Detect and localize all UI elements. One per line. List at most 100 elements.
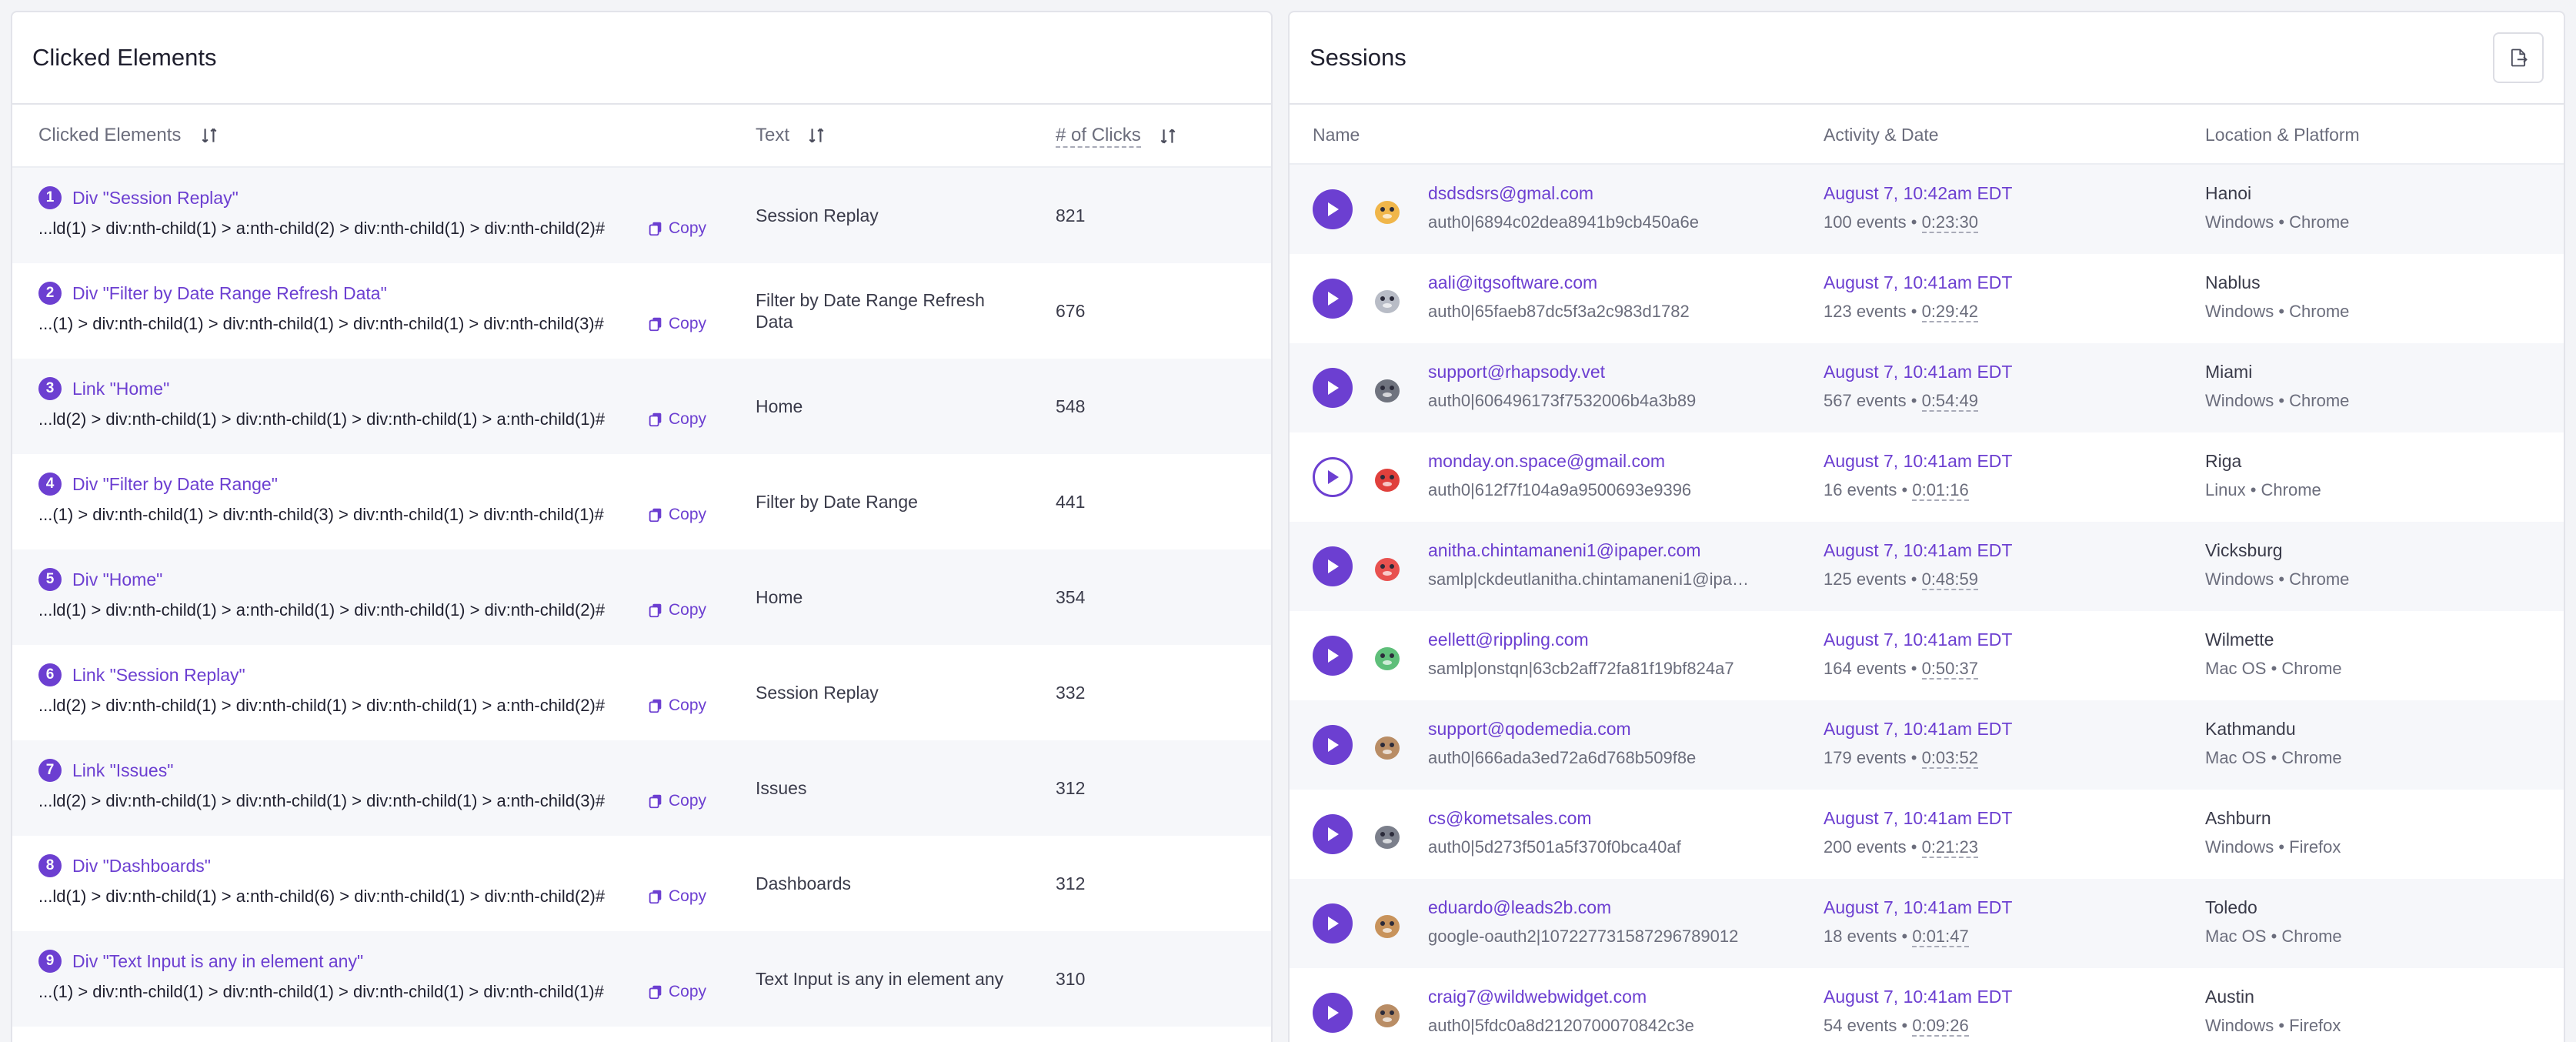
copy-button[interactable]: Copy (647, 696, 706, 715)
sort-icon[interactable] (199, 125, 219, 145)
session-date[interactable]: August 7, 10:41am EDT (1824, 897, 2013, 917)
session-platform: Windows • Chrome (2205, 302, 2350, 321)
column-header-text[interactable]: Text (756, 125, 826, 146)
user-email-link[interactable]: craig7@wildwebwidget.com (1428, 987, 1647, 1007)
click-count: 312 (1056, 873, 1086, 893)
session-row[interactable]: craig7@wildwebwidget.com auth0|5fdc0a8d2… (1290, 968, 2564, 1042)
table-row[interactable]: 2 Div "Filter by Date Range Refresh Data… (12, 263, 1271, 359)
session-date[interactable]: August 7, 10:41am EDT (1824, 719, 2013, 739)
session-row[interactable]: support@qodemedia.com auth0|666ada3ed72a… (1290, 700, 2564, 790)
session-date[interactable]: August 7, 10:41am EDT (1824, 540, 2013, 560)
column-header-clicks[interactable]: # of Clicks (1056, 125, 1178, 148)
play-button[interactable] (1313, 368, 1353, 408)
table-row[interactable]: 6 Link "Session Replay" ...ld(2) > div:n… (12, 645, 1271, 740)
session-platform: Linux • Chrome (2205, 480, 2321, 499)
table-row[interactable]: 7 Link "Issues" ...ld(2) > div:nth-child… (12, 740, 1271, 836)
element-name-link[interactable]: Div "Filter by Date Range Refresh Data" (72, 282, 387, 303)
session-date[interactable]: August 7, 10:41am EDT (1824, 987, 2013, 1007)
element-text: Filter by Date Range (756, 492, 918, 512)
table-row[interactable]: 8 Div "Dashboards" ...ld(1) > div:nth-ch… (12, 836, 1271, 931)
play-button[interactable] (1313, 457, 1353, 497)
column-header-location[interactable]: Location & Platform (2205, 125, 2360, 145)
element-name-link[interactable]: Div "Filter by Date Range" (72, 473, 278, 494)
click-count: 332 (1056, 682, 1086, 703)
table-row[interactable]: 3 Link "Home" ...ld(2) > div:nth-child(1… (12, 359, 1271, 454)
copy-button[interactable]: Copy (647, 410, 706, 429)
event-count: 179 events (1824, 748, 1907, 767)
copy-button[interactable]: Copy (647, 792, 706, 810)
user-email-link[interactable]: eduardo@leads2b.com (1428, 897, 1612, 917)
user-email-link[interactable]: support@rhapsody.vet (1428, 362, 1606, 382)
play-button[interactable] (1313, 725, 1353, 765)
play-button[interactable] (1313, 903, 1353, 943)
copy-button[interactable]: Copy (647, 601, 706, 620)
sort-icon[interactable] (1158, 126, 1178, 146)
session-city: Austin (2205, 987, 2254, 1007)
user-email-link[interactable]: anitha.chintamaneni1@ipaper.com (1428, 540, 1701, 560)
session-date[interactable]: August 7, 10:41am EDT (1824, 362, 2013, 382)
session-platform: Windows • Firefox (2205, 837, 2341, 857)
element-name-link[interactable]: Div "Home" (72, 569, 163, 589)
copy-button[interactable]: Copy (647, 219, 706, 238)
click-count: 821 (1056, 205, 1086, 225)
session-date[interactable]: August 7, 10:41am EDT (1824, 451, 2013, 471)
element-name-link[interactable]: Div "Dashboards" (72, 855, 211, 876)
session-row[interactable]: dsdsdsrs@gmal.com auth0|6894c02dea8941b9… (1290, 165, 2564, 254)
user-id: google-oauth2|107227731587296789012 (1428, 927, 1739, 946)
element-name-link[interactable]: Link "Issues" (72, 760, 174, 780)
camel-avatar-icon (1366, 725, 1408, 766)
column-header-activity[interactable]: Activity & Date (1824, 125, 1939, 145)
session-row[interactable]: support@rhapsody.vet auth0|606496173f753… (1290, 343, 2564, 432)
sessions-panel: Sessions Name Activity & Date Location &… (1288, 11, 2565, 1042)
user-email-link[interactable]: cs@kometsales.com (1428, 808, 1592, 828)
column-header-element[interactable]: Clicked Elements (38, 125, 219, 146)
session-date[interactable]: August 7, 10:41am EDT (1824, 272, 2013, 292)
session-date[interactable]: August 7, 10:41am EDT (1824, 630, 2013, 650)
copy-icon (649, 222, 662, 236)
user-id: samlp|onstqn|63cb2aff72fa81f19bf824a7 (1428, 659, 1734, 678)
export-button[interactable] (2493, 32, 2544, 83)
play-button[interactable] (1313, 279, 1353, 319)
element-name-link[interactable]: Link "Session Replay" (72, 664, 245, 685)
user-email-link[interactable]: eellett@rippling.com (1428, 630, 1589, 650)
play-button[interactable] (1313, 993, 1353, 1033)
user-email-link[interactable]: dsdsdsrs@gmal.com (1428, 183, 1594, 203)
column-header-name[interactable]: Name (1313, 125, 1360, 145)
fish-avatar-icon (1366, 368, 1408, 409)
play-button[interactable] (1313, 546, 1353, 586)
click-count: 441 (1056, 491, 1086, 512)
copy-button[interactable]: Copy (647, 983, 706, 1001)
session-date[interactable]: August 7, 10:42am EDT (1824, 183, 2013, 203)
copy-button[interactable]: Copy (647, 315, 706, 333)
session-events: 567 events • 0:54:49 (1824, 391, 1978, 412)
session-row[interactable]: aali@itgsoftware.com auth0|65faeb87dc5f3… (1290, 254, 2564, 343)
element-name-link[interactable]: Div "Session Replay" (72, 187, 239, 208)
session-row[interactable]: eellett@rippling.com samlp|onstqn|63cb2a… (1290, 611, 2564, 700)
session-row[interactable]: eduardo@leads2b.com google-oauth2|107227… (1290, 879, 2564, 968)
table-row[interactable]: 1 Div "Session Replay" ...ld(1) > div:nt… (12, 168, 1271, 263)
copy-button[interactable]: Copy (647, 506, 706, 524)
session-date[interactable]: August 7, 10:41am EDT (1824, 808, 2013, 828)
element-name-link[interactable]: Link "Home" (72, 378, 170, 399)
table-row[interactable]: 4 Div "Filter by Date Range" ...(1) > di… (12, 454, 1271, 549)
element-name-link[interactable]: Div "Text Input is any in element any" (72, 950, 364, 971)
play-button[interactable] (1313, 189, 1353, 229)
session-city: Miami (2205, 362, 2253, 382)
session-row[interactable]: monday.on.space@gmail.com auth0|612f7f10… (1290, 432, 2564, 522)
session-row[interactable]: cs@kometsales.com auth0|5d273f501a5f370f… (1290, 790, 2564, 879)
sort-icon[interactable] (806, 125, 826, 145)
play-button[interactable] (1313, 814, 1353, 854)
session-row[interactable]: anitha.chintamaneni1@ipaper.com samlp|ck… (1290, 522, 2564, 611)
user-email-link[interactable]: support@qodemedia.com (1428, 719, 1631, 739)
session-platform: Windows • Chrome (2205, 212, 2350, 232)
css-selector: ...ld(2) > div:nth-child(1) > div:nth-ch… (38, 696, 606, 715)
table-row[interactable]: 9 Div "Text Input is any in element any"… (12, 931, 1271, 1027)
play-button[interactable] (1313, 636, 1353, 676)
copy-button[interactable]: Copy (647, 887, 706, 906)
table-row[interactable]: 5 Div "Home" ...ld(1) > div:nth-child(1)… (12, 549, 1271, 645)
selector-line: ...ld(2) > div:nth-child(1) > div:nth-ch… (38, 409, 706, 429)
css-selector: ...ld(2) > div:nth-child(1) > div:nth-ch… (38, 791, 606, 810)
copy-icon (649, 317, 662, 332)
user-email-link[interactable]: monday.on.space@gmail.com (1428, 451, 1666, 471)
user-email-link[interactable]: aali@itgsoftware.com (1428, 272, 1598, 292)
